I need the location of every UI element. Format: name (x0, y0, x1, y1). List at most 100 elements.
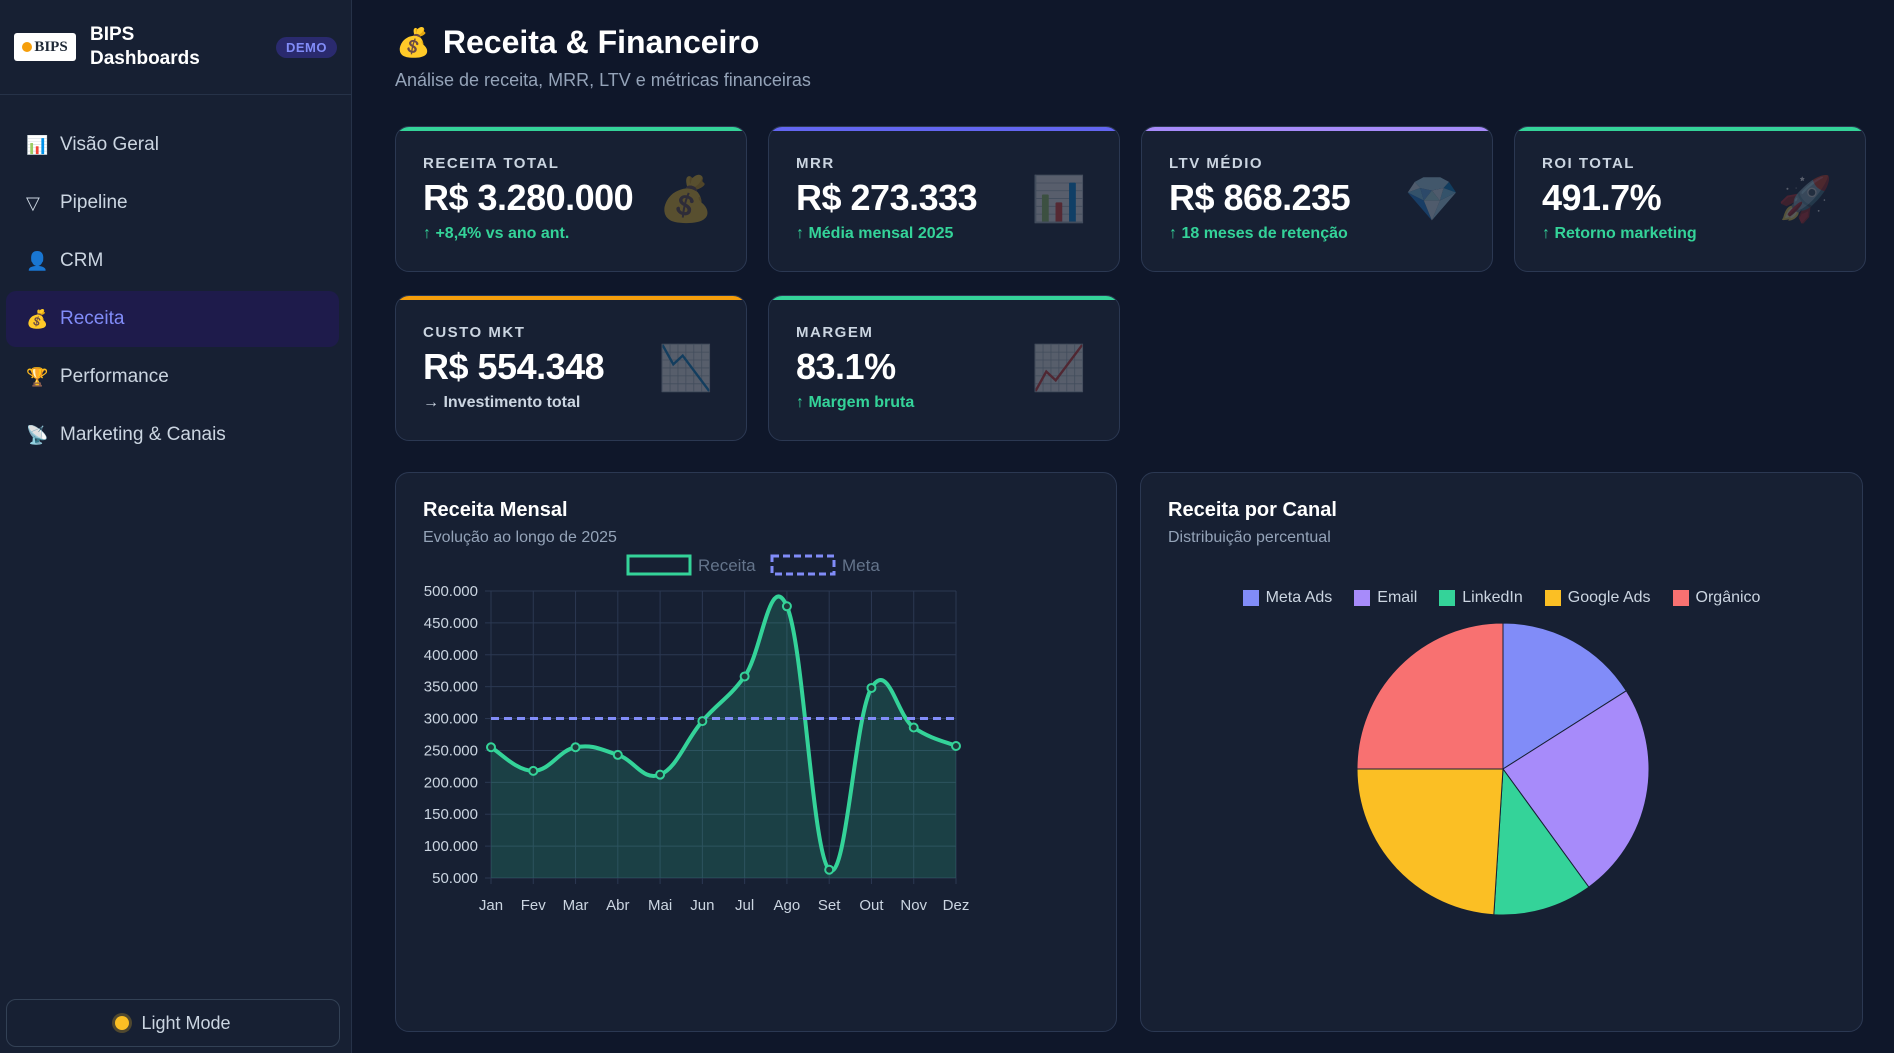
kpi-label: ROI TOTAL (1542, 155, 1635, 172)
pie-slice-email[interactable] (1502, 690, 1650, 888)
bips-logo[interactable]: BIPS (14, 33, 76, 61)
main-content: 💰 Receita & Financeiro Análise de receit… (352, 0, 1894, 1053)
person-icon: 👤 (26, 250, 49, 271)
page-subtitle: Análise de receita, MRR, LTV e métricas … (395, 70, 811, 90)
sidebar-item-label: Receita (60, 308, 125, 329)
bar-chart-icon: 📊 (1031, 175, 1087, 224)
sidebar-item-label: CRM (60, 250, 104, 271)
kpi-label: RECEITA TOTAL (423, 155, 560, 172)
kpi-card-receita-total[interactable]: RECEITA TOTAL R$ 3.280.000 ↑ +8,4% vs ano … (395, 126, 747, 272)
x-tick-label: Mar (563, 897, 589, 914)
y-tick-label: 50.000 (432, 870, 478, 887)
receita-point (570, 742, 581, 753)
kpi-card-mrr[interactable]: MRR R$ 273.333 ↑ Média mensal 2025 📊 (768, 126, 1120, 272)
legend-swatch (1439, 590, 1456, 606)
money-bag-icon: 💰 (396, 27, 431, 58)
receita-point (951, 740, 961, 751)
y-tick-label: 400.000 (424, 647, 478, 664)
legend-item-email[interactable]: Email (1354, 589, 1417, 607)
kpi-value: R$ 3.280.000 (423, 177, 634, 218)
receita-area (491, 596, 956, 878)
sun-icon (115, 1016, 130, 1030)
sidebar-item-marketing-canais[interactable]: 📡 Marketing & Canais (6, 407, 339, 463)
light-mode-label: Light Mode (141, 1012, 231, 1033)
sidebar-nav: 📊 Visão Geral ▽ Pipeline 👤 CRM 💰 Receita 🏆 Perfor… (0, 95, 351, 463)
legend-label: Google Ads (1567, 589, 1651, 606)
kpi-trend: ↑ 18 meses de retenção (1169, 225, 1348, 242)
legend-label: Meta Ads (1265, 589, 1333, 606)
sidebar-item-vis-o-geral[interactable]: 📊 Visão Geral (6, 117, 339, 173)
gem-icon: 💎 (1404, 175, 1460, 224)
sidebar-item-label: Visão Geral (60, 134, 159, 155)
channel-chart-subtitle: Distribuição percentual (1168, 529, 1331, 546)
legend-item-linkedin[interactable]: LinkedIn (1439, 589, 1523, 607)
sidebar-item-crm[interactable]: 👤 CRM (6, 233, 339, 289)
logo-text: BIPS (34, 38, 68, 55)
sidebar: BIPS BIPS Dashboards DEMO 📊 Visão Geral ▽ P… (0, 0, 352, 1053)
kpi-trend: ↑ Média mensal 2025 (796, 225, 954, 242)
revenue-chart-subtitle: Evolução ao longo de 2025 (423, 529, 617, 546)
x-tick-label: Jan (479, 897, 503, 914)
legend-label: Orgânico (1695, 589, 1761, 606)
y-tick-label: 500.000 (424, 583, 478, 600)
sidebar-item-pipeline[interactable]: ▽ Pipeline (6, 175, 339, 231)
revenue-chart-panel: Receita Mensal Evolução ao longo de 2025… (395, 472, 1117, 1032)
bar-chart-icon: 📊 (26, 134, 49, 155)
demo-badge: DEMO (276, 36, 337, 58)
kpi-trend: ↑ Margem bruta (796, 394, 915, 411)
kpi-label: MRR (796, 155, 835, 172)
receita-point (908, 722, 919, 733)
kpi-value: R$ 273.333 (796, 177, 978, 218)
x-tick-label: Jul (735, 897, 754, 914)
legend-item-org-nico[interactable]: Orgânico (1672, 589, 1761, 607)
x-tick-label: Set (818, 897, 841, 914)
kpi-accent-bar (1515, 127, 1865, 131)
y-tick-label: 450.000 (424, 615, 478, 632)
sidebar-item-label: Pipeline (60, 192, 128, 213)
pie-slice-linkedin[interactable] (1493, 767, 1590, 916)
kpi-label: MARGEM (796, 324, 874, 341)
pie-slice-meta-ads[interactable] (1502, 622, 1627, 770)
satellite-icon: 📡 (26, 424, 49, 445)
y-tick-label: 150.000 (424, 806, 478, 823)
pie-legend: Meta Ads Email LinkedIn Google Ads Orgânico (1141, 589, 1862, 607)
receita-point (528, 765, 539, 776)
sidebar-item-performance[interactable]: 🏆 Performance (6, 349, 339, 405)
sidebar-item-receita[interactable]: 💰 Receita (6, 291, 339, 347)
legend-swatch (1242, 590, 1259, 606)
legend-item-meta-ads[interactable]: Meta Ads (1242, 589, 1333, 607)
kpi-accent-bar (1142, 127, 1492, 131)
kpi-card-margem[interactable]: MARGEM 83.1% ↑ Margem bruta 📈 (768, 295, 1120, 441)
light-mode-toggle[interactable]: Light Mode (6, 999, 340, 1047)
y-tick-label: 250.000 (424, 742, 478, 759)
pie-slice-google-ads[interactable] (1356, 768, 1504, 916)
sidebar-item-label: Marketing & Canais (60, 424, 226, 445)
money-bag-icon: 💰 (26, 308, 49, 329)
logo-dot-icon (22, 42, 33, 52)
kpi-card-roi-total[interactable]: ROI TOTAL 491.7% ↑ Retorno marketing 🚀 (1514, 126, 1866, 272)
x-tick-label: Jun (690, 897, 714, 914)
kpi-accent-bar (769, 296, 1119, 300)
x-tick-label: Abr (606, 897, 629, 914)
x-tick-label: Out (859, 897, 884, 914)
legend-label: Email (1377, 589, 1418, 606)
kpi-card-ltv-m-dio[interactable]: LTV MÉDIO R$ 868.235 ↑ 18 meses de retençã… (1141, 126, 1493, 272)
revenue-chart-title: Receita Mensal (423, 499, 568, 521)
legend-item-google-ads[interactable]: Google Ads (1544, 589, 1651, 607)
revenue-line-chart[interactable]: 500.000 450.000 400.000 350.000 300.000 250.0… (396, 473, 1118, 1033)
receita-point (781, 601, 792, 612)
rocket-icon: 🚀 (1777, 175, 1833, 224)
legend-label: LinkedIn (1462, 589, 1523, 606)
pie-slice-org-nico[interactable] (1356, 622, 1504, 770)
kpi-value: R$ 868.235 (1169, 177, 1351, 218)
brand-name: BIPS Dashboards (90, 24, 200, 69)
receita-point (697, 716, 708, 727)
receita-point (486, 742, 496, 753)
kpi-value: R$ 554.348 (423, 346, 605, 387)
receita-point (866, 682, 877, 693)
kpi-trend: → Investimento total (423, 394, 581, 411)
receita-point (655, 769, 666, 780)
x-tick-label: Dez (943, 897, 970, 914)
kpi-card-custo-mkt[interactable]: CUSTO MKT R$ 554.348 → Investimento total 📉 (395, 295, 747, 441)
receita-point (612, 749, 623, 760)
